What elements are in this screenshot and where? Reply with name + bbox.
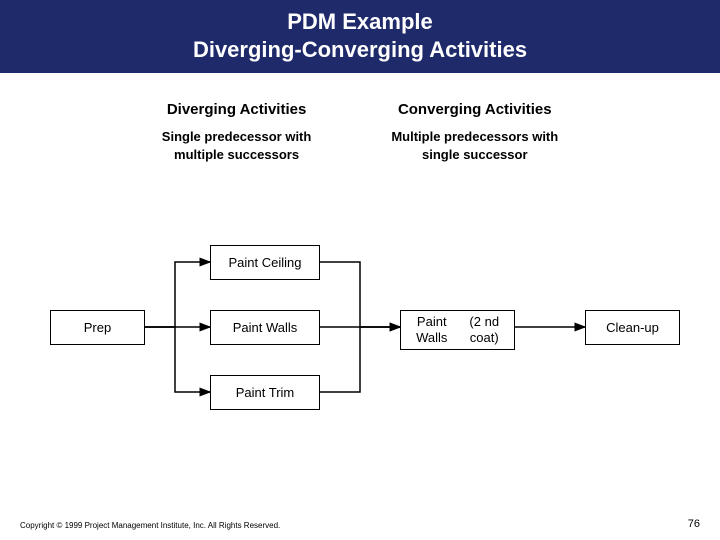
title-bar: PDM Example Diverging-Converging Activit… xyxy=(0,0,720,73)
column-left: Diverging Activities Single predecessor … xyxy=(162,101,312,163)
node-prep: Prep xyxy=(50,310,145,345)
right-col-title: Converging Activities xyxy=(391,101,558,118)
column-right: Converging Activities Multiple predecess… xyxy=(391,101,558,163)
edge-0 xyxy=(145,262,210,327)
columns: Diverging Activities Single predecessor … xyxy=(0,101,720,163)
title-line-1: PDM Example xyxy=(0,8,720,36)
left-col-sub2: multiple successors xyxy=(162,146,312,164)
node-cleanup: Clean-up xyxy=(585,310,680,345)
edge-5 xyxy=(320,327,400,392)
node-walls: Paint Walls xyxy=(210,310,320,345)
edge-3 xyxy=(320,262,400,327)
right-col-sub2: single successor xyxy=(391,146,558,164)
edge-2 xyxy=(145,327,210,392)
footer: Copyright © 1999 Project Management Inst… xyxy=(20,518,700,530)
left-col-sub1: Single predecessor with xyxy=(162,128,312,146)
right-col-sub1: Multiple predecessors with xyxy=(391,128,558,146)
node-trim: Paint Trim xyxy=(210,375,320,410)
left-col-title: Diverging Activities xyxy=(162,101,312,118)
node-walls2: Paint Walls(2 nd coat) xyxy=(400,310,515,350)
flow-diagram: Prep Paint Ceiling Paint Walls Paint Trim Pa… xyxy=(0,235,720,435)
page-number: 76 xyxy=(688,518,700,530)
node-ceiling: Paint Ceiling xyxy=(210,245,320,280)
copyright-text: Copyright © 1999 Project Management Inst… xyxy=(20,521,280,530)
title-line-2: Diverging-Converging Activities xyxy=(0,36,720,64)
